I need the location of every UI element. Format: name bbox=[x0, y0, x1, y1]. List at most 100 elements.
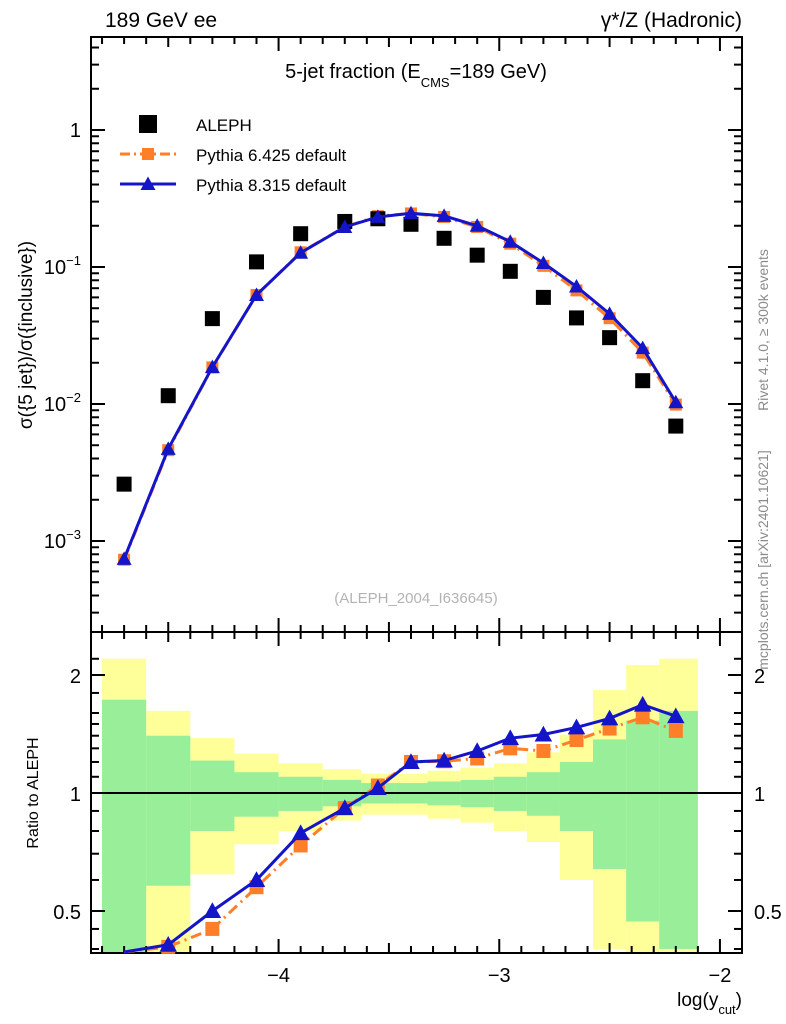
ratio-band-inner bbox=[626, 720, 660, 922]
ratio-pythia8-marker bbox=[600, 709, 619, 726]
ratio-data-series bbox=[123, 695, 685, 954]
ratio-pythia8-marker bbox=[247, 871, 266, 887]
title-main-part: 5-jet fraction (E bbox=[285, 61, 421, 83]
main-y-tick-label: 10−2 bbox=[44, 390, 81, 416]
main-y-tick-label: 1 bbox=[70, 120, 81, 142]
main-plot-title: 5-jet fraction (ECMS=189 GeV) bbox=[285, 61, 547, 90]
main-data-series bbox=[116, 205, 684, 566]
aleph-marker bbox=[403, 216, 419, 232]
title-sub-part: CMS bbox=[421, 75, 450, 90]
main-x-ticks bbox=[101, 37, 721, 632]
main-panel: 5-jet fraction (ECMS=189 GeV) 110−110−21… bbox=[44, 36, 743, 633]
ratio-pythia8-line bbox=[123, 703, 677, 954]
ratio-pythia8-marker bbox=[534, 725, 553, 742]
pythia8-marker bbox=[370, 209, 386, 223]
ratio-pythia8-marker bbox=[567, 718, 586, 735]
pythia8-line bbox=[122, 211, 678, 560]
ratio-band-inner bbox=[190, 760, 235, 831]
legend-marker bbox=[140, 176, 156, 190]
title-tail-part: =189 GeV) bbox=[450, 61, 547, 83]
ratio-y-tick-label: 1 bbox=[70, 784, 81, 806]
dataset-watermark: (ALEPH_2004_I636645) bbox=[334, 590, 497, 607]
ratio-band-inner bbox=[146, 735, 191, 886]
ratio-panel: 2 2 1 1 0.5 0.5 −4 −3 −2 bbox=[53, 631, 782, 987]
ratio-pythia6-marker bbox=[536, 743, 551, 758]
legend-marker bbox=[142, 148, 154, 160]
ratio-pythia6-marker bbox=[293, 838, 308, 853]
ratio-pythia6-marker bbox=[635, 710, 650, 725]
ratio-band-inner bbox=[234, 772, 279, 817]
pythia8-marker bbox=[535, 255, 551, 269]
ratio-pythia6-marker bbox=[205, 921, 220, 936]
pythia8-marker bbox=[403, 205, 419, 220]
ratio-pythia8-marker bbox=[633, 695, 652, 712]
aleph-marker bbox=[293, 226, 309, 242]
ratio-y-tick-label: 0.5 bbox=[53, 902, 81, 924]
legend: ALEPH Pythia 6.425 default Pythia 8.315 de… bbox=[120, 115, 347, 195]
legend-label: Pythia 8.315 default bbox=[196, 176, 347, 195]
side-text-mcplots: mcplots.cern.ch [arXiv:2401.10621] bbox=[755, 450, 771, 669]
ratio-y-tick-label: 2 bbox=[754, 666, 765, 688]
main-y-tick-label: 10−3 bbox=[44, 527, 81, 553]
pythia8-marker bbox=[502, 234, 518, 248]
pythia8-marker bbox=[602, 306, 618, 320]
ratio-pythia8-marker bbox=[336, 799, 354, 816]
pythia8-marker bbox=[116, 551, 132, 565]
x-label-tail: ) bbox=[736, 990, 742, 1011]
ratio-y-tick-label: 0.5 bbox=[754, 902, 782, 924]
aleph-marker bbox=[535, 289, 551, 305]
pythia8-marker bbox=[160, 441, 176, 455]
main-y-axis-label: σ({5 jet})/σ({inclusive}) bbox=[16, 241, 37, 429]
ratio-pythia8-marker bbox=[501, 729, 520, 746]
legend-label: ALEPH bbox=[196, 116, 252, 135]
pythia8-marker bbox=[249, 287, 265, 301]
x-axis-label: log(ycut) bbox=[677, 990, 742, 1017]
pythia8-marker bbox=[204, 359, 220, 374]
aleph-marker bbox=[668, 418, 684, 434]
main-y-tick-label: 10−1 bbox=[44, 253, 81, 279]
x-tick-label: −4 bbox=[267, 965, 290, 987]
pythia8-marker bbox=[436, 208, 452, 222]
legend-label: Pythia 6.425 default bbox=[196, 146, 347, 165]
ratio-pythia8-marker bbox=[369, 779, 387, 795]
ratio-pythia6-marker bbox=[569, 733, 584, 748]
x-label-main: log(y bbox=[677, 990, 719, 1011]
pythia8-marker bbox=[293, 245, 309, 259]
ratio-pythia6-marker bbox=[668, 723, 683, 738]
aleph-marker bbox=[204, 311, 220, 327]
ratio-pythia8-marker bbox=[435, 751, 453, 768]
ratio-pythia8-marker bbox=[159, 936, 177, 952]
ratio-x-ticks: −4 −3 −2 bbox=[101, 632, 732, 987]
aleph-marker bbox=[568, 310, 584, 326]
x-tick-label: −2 bbox=[709, 965, 732, 987]
pythia8-marker bbox=[568, 279, 584, 293]
main-panel-frame bbox=[90, 36, 743, 633]
aleph-marker bbox=[469, 247, 485, 263]
ratio-y-tick-label: 2 bbox=[70, 666, 81, 688]
ratio-band-inner bbox=[559, 761, 594, 831]
main-y-ticks: 1 10−1 10−2 10−3 bbox=[44, 46, 742, 614]
x-label-sub: cut bbox=[718, 1002, 736, 1017]
header-left-label: 189 GeV ee bbox=[105, 9, 217, 32]
ratio-y-tick-label: 1 bbox=[754, 784, 765, 806]
ratio-band-inner bbox=[593, 739, 627, 869]
legend-marker bbox=[139, 115, 157, 133]
pythia8-marker bbox=[337, 219, 353, 233]
ratio-band-inner bbox=[659, 710, 698, 949]
ratio-pythia8-marker bbox=[291, 824, 310, 841]
aleph-marker bbox=[602, 330, 618, 346]
aleph-marker bbox=[502, 263, 518, 279]
aleph-marker bbox=[249, 254, 265, 270]
aleph-marker bbox=[160, 388, 176, 404]
ratio-y-axis-label: Ratio to ALEPH bbox=[25, 737, 42, 848]
aleph-marker bbox=[436, 230, 452, 246]
ratio-pythia8-marker bbox=[667, 707, 685, 724]
side-text-rivet: Rivet 4.1.0, ≥ 300k events bbox=[755, 249, 771, 411]
pythia8-marker bbox=[668, 394, 684, 409]
aleph-marker bbox=[116, 476, 132, 492]
ratio-band-inner bbox=[102, 699, 147, 952]
ratio-pythia8-marker bbox=[468, 742, 486, 758]
ratio-pythia8-marker bbox=[203, 902, 222, 918]
